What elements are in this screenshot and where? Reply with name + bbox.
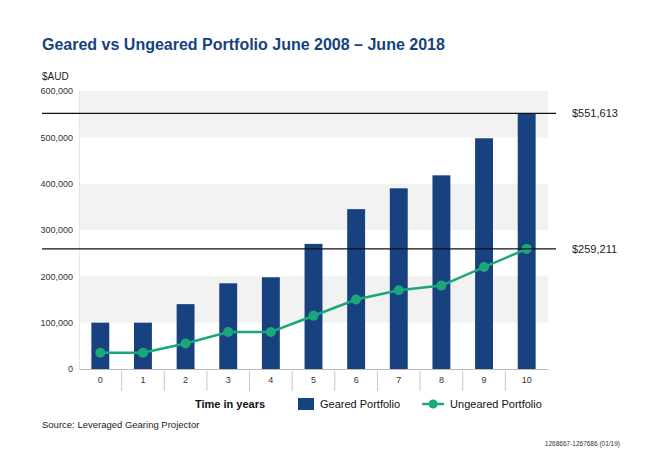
- y-tick-label: 500,000: [40, 133, 73, 143]
- x-tick-label: 3: [226, 375, 231, 385]
- bar: [91, 323, 109, 369]
- x-tick: 5: [311, 369, 316, 385]
- category-separator: [121, 371, 122, 391]
- bar: [432, 175, 450, 369]
- x-tick-label: 10: [522, 375, 532, 385]
- y-tick: 600,000: [40, 86, 79, 96]
- x-tick-label: 4: [268, 375, 273, 385]
- bar: [177, 304, 195, 369]
- x-tick: 0: [98, 369, 103, 385]
- x-tick: 7: [396, 369, 401, 385]
- reference-line: [42, 248, 556, 249]
- category-separator: [249, 371, 250, 391]
- point: [181, 339, 191, 349]
- x-tick: 3: [226, 369, 231, 385]
- x-tick: 8: [439, 369, 444, 385]
- point: [394, 285, 404, 295]
- category-separator: [377, 371, 378, 391]
- y-tick-label: 0: [68, 364, 73, 374]
- bar: [219, 283, 237, 369]
- chart: Geared vs Ungeared Portfolio June 2008 –…: [0, 0, 650, 458]
- source: Source: Leveraged Gearing Projector: [42, 419, 199, 430]
- y-tick-label: 600,000: [40, 86, 73, 96]
- x-tick-label: 8: [439, 375, 444, 385]
- title: Geared vs Ungeared Portfolio June 2008 –…: [42, 36, 445, 53]
- bar: [475, 138, 493, 369]
- bar: [390, 188, 408, 369]
- x-tick-label: 5: [311, 375, 316, 385]
- x-tick: 1: [140, 369, 145, 385]
- point: [95, 348, 105, 358]
- y-tick: 0: [68, 364, 79, 374]
- point: [351, 295, 361, 305]
- x-tick: 10: [522, 369, 532, 385]
- bar: [134, 323, 152, 369]
- bar: [347, 209, 365, 369]
- point: [479, 262, 489, 272]
- x-axis-label: Time in years: [195, 398, 265, 410]
- x-axis: 0 1 2 3 4 5 6 7 8 9 10: [80, 369, 549, 385]
- y-tick: 200,000: [40, 272, 79, 282]
- y-tick-label: 300,000: [40, 225, 73, 235]
- x-tick: 2: [183, 369, 188, 385]
- legend-marker: [429, 400, 438, 409]
- x-tick-label: 1: [140, 375, 145, 385]
- x-tick-label: 6: [354, 375, 359, 385]
- category-separator: [505, 371, 506, 391]
- y-tick: 100,000: [40, 318, 79, 328]
- x-tick-label: 9: [482, 375, 487, 385]
- bar: [518, 113, 536, 369]
- point: [138, 348, 148, 358]
- reference-line: [42, 113, 556, 114]
- y-tick-label: 200,000: [40, 272, 73, 282]
- bar: [305, 244, 323, 369]
- x-tick: 6: [354, 369, 359, 385]
- category-separator: [206, 371, 207, 391]
- point: [436, 281, 446, 291]
- line: [100, 249, 526, 353]
- category-separators: [122, 371, 506, 391]
- bar: [262, 277, 280, 369]
- legend-label: Ungeared Portfolio: [450, 398, 542, 410]
- reference-label: $259,211: [572, 243, 617, 255]
- point: [223, 327, 233, 337]
- category-separator: [164, 371, 165, 391]
- x-axis-line: [80, 369, 549, 370]
- x-tick-label: 2: [183, 375, 188, 385]
- reference-label: $551,613: [572, 107, 618, 119]
- legend: Geared Portfolio Ungeared Portfolio: [298, 398, 542, 410]
- category-separator: [462, 371, 463, 391]
- x-tick: 4: [268, 369, 273, 385]
- y-tick: 400,000: [40, 179, 79, 189]
- plot-area: [91, 113, 535, 369]
- point: [266, 327, 276, 337]
- x-tick-label: 0: [98, 375, 103, 385]
- y-axis-line: [79, 92, 80, 370]
- y-axis-label: $AUD: [42, 71, 69, 82]
- y-axis: 0 100,000 200,000 300,000 400,000 500,000 600,…: [40, 86, 79, 374]
- x-tick-label: 7: [396, 375, 401, 385]
- x-tick: 9: [482, 369, 487, 385]
- category-separator: [334, 371, 335, 391]
- legend-label: Geared Portfolio: [320, 398, 400, 410]
- legend-swatch: [298, 398, 314, 410]
- category-separator: [292, 371, 293, 391]
- y-tick-label: 400,000: [40, 179, 73, 189]
- point: [309, 311, 319, 321]
- annotations: $551,613 $259,211: [42, 107, 618, 254]
- y-tick-label: 100,000: [40, 318, 73, 328]
- y-tick: 300,000: [40, 225, 79, 235]
- category-separator: [420, 371, 421, 391]
- footnote: 1268667-1267686 (01/19): [545, 440, 620, 448]
- grid-band: [79, 91, 548, 137]
- y-tick: 500,000: [40, 133, 79, 143]
